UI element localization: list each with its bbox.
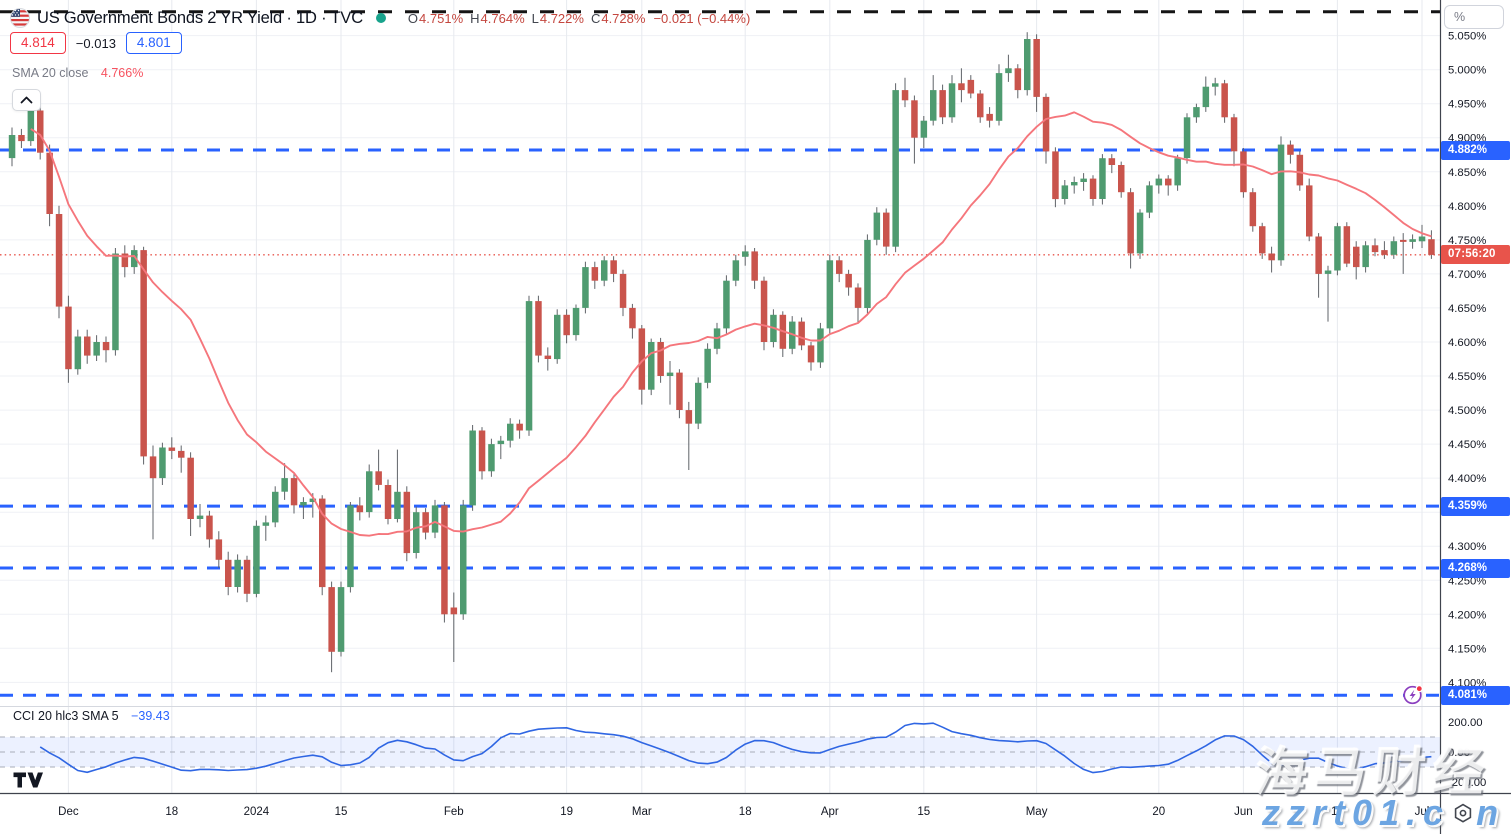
price-axis-unit-button[interactable]: % — [1444, 5, 1504, 29]
collapse-pane-button[interactable] — [12, 89, 41, 111]
price-tick-label: 4.250% — [1448, 575, 1486, 587]
symbol-title[interactable]: US Government Bonds 2 YR Yield · 1D · TV… — [37, 8, 363, 27]
alert-lightning-icon[interactable] — [1402, 684, 1424, 706]
close-value: 4.728% — [601, 10, 646, 26]
change-value: −0.021 (−0.44%) — [653, 10, 751, 26]
time-tick-label: Feb — [444, 806, 464, 818]
time-tick-label: 2024 — [244, 806, 270, 818]
high-label: H — [470, 10, 480, 26]
time-tick-label: Jun — [1234, 806, 1253, 818]
price-tick-label: 4.750% — [1448, 235, 1486, 247]
price-tick-label: 4.500% — [1448, 405, 1486, 417]
price-level-badge[interactable]: 4.359% — [1441, 496, 1510, 516]
market-status-dot[interactable] — [375, 13, 386, 23]
cci-legend: CCI 20 hlc3 SMA 5 −39.43 — [13, 709, 170, 723]
sma-legend: SMA 20 close 4.766% — [12, 66, 143, 80]
bid-ask-row: 4.814 −0.013 4.801 — [10, 32, 182, 54]
open-value: 4.751% — [419, 10, 464, 26]
price-tick-label: 4.650% — [1448, 303, 1486, 315]
price-tick-label: 4.550% — [1448, 371, 1486, 383]
price-tick-label: 5.050% — [1448, 31, 1486, 43]
price-tick-label: 4.400% — [1448, 473, 1486, 485]
low-value: 4.722% — [539, 10, 584, 26]
time-tick-label: 18 — [739, 806, 752, 818]
low-label: L — [531, 10, 539, 26]
high-value: 4.764% — [480, 10, 525, 26]
tradingview-logo[interactable] — [13, 772, 44, 793]
open-label: O — [407, 10, 419, 26]
price-tick-label: 4.600% — [1448, 337, 1486, 349]
price-level-badge[interactable]: 4.268% — [1441, 558, 1510, 578]
cci-tick-label: 200.00 — [1448, 717, 1483, 729]
price-level-badge[interactable]: 4.081% — [1441, 685, 1510, 705]
time-tick-label: 17 — [1331, 806, 1344, 818]
price-tick-label: 4.150% — [1448, 643, 1486, 655]
time-tick-label: Dec — [58, 806, 79, 818]
time-tick-label: 20 — [1152, 806, 1165, 818]
cci-legend-value: −39.43 — [131, 709, 170, 723]
price-tick-label: 4.200% — [1448, 609, 1486, 621]
time-tick-label: 15 — [335, 806, 348, 818]
cci-tick-label: -200.00 — [1448, 777, 1486, 789]
close-label: C — [590, 10, 601, 26]
cci-tick-label: 0.00 — [1448, 747, 1470, 759]
sma-legend-value: 4.766% — [100, 66, 144, 80]
price-tick-label: 4.850% — [1448, 167, 1486, 179]
time-tick-label: Jul — [1415, 806, 1430, 818]
time-tick-label: Mar — [632, 806, 652, 818]
price-tick-label: 4.800% — [1448, 201, 1486, 213]
time-tick-label: 18 — [165, 806, 178, 818]
chevron-up-icon — [20, 96, 33, 104]
price-tick-label: 4.700% — [1448, 269, 1486, 281]
price-level-badge[interactable]: 4.882% — [1441, 140, 1510, 160]
price-tick-label: 4.450% — [1448, 439, 1486, 451]
ask-button[interactable]: 4.801 — [125, 32, 182, 54]
time-tick-label: Apr — [821, 806, 839, 818]
price-tick-label: 4.300% — [1448, 541, 1486, 553]
us-flag-icon — [10, 8, 30, 28]
bar-countdown-badge: 07:56:20 — [1441, 245, 1510, 265]
sma-legend-name: SMA 20 close — [12, 66, 89, 80]
price-tick-label: 4.950% — [1448, 99, 1486, 111]
bid-ask-spread: −0.013 — [75, 35, 116, 51]
time-tick-label: 15 — [917, 806, 930, 818]
cci-legend-name: CCI 20 hlc3 SMA 5 — [13, 709, 119, 723]
time-tick-label: May — [1026, 806, 1048, 818]
bid-button[interactable]: 4.814 — [10, 32, 66, 54]
time-tick-label: 19 — [560, 806, 573, 818]
ohlc-values: O 4.751% H 4.764% L 4.722% C 4.728% −0.021 (… — [401, 11, 750, 26]
symbol-legend: US Government Bonds 2 YR Yield · 1D · TV… — [10, 6, 750, 30]
price-tick-label: 5.000% — [1448, 65, 1486, 77]
